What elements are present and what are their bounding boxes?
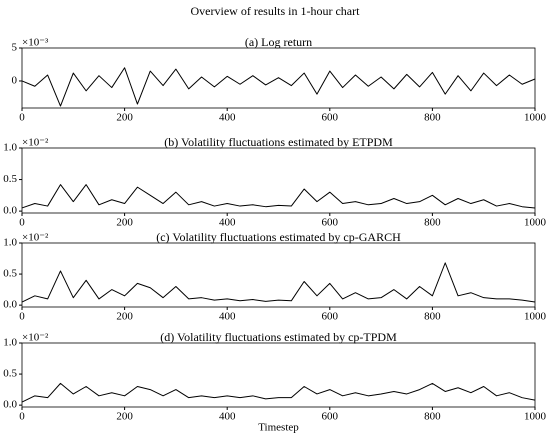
axes-frame [21, 342, 536, 408]
offset-text: ×10⁻² [22, 137, 49, 149]
x-tick-label: 1000 [524, 217, 547, 229]
offset-text: ×10⁻² [22, 232, 49, 244]
x-tick-label: 200 [116, 411, 133, 423]
x-tick-label: 600 [322, 112, 339, 124]
y-tick-label: 0.0 [3, 399, 17, 411]
x-tick-label: 400 [219, 411, 236, 423]
y-tick-label: 1.0 [3, 337, 17, 349]
axes-frame [21, 147, 536, 214]
y-tick-label: 5 [12, 42, 18, 54]
x-tick-label: 200 [116, 217, 133, 229]
y-tick-label: 0.5 [3, 368, 17, 380]
x-tick-label: 600 [322, 411, 339, 423]
figure-title: Overview of results in 1-hour chart [191, 4, 361, 18]
offset-text: ×10⁻² [22, 332, 49, 344]
x-tick-label: 800 [424, 217, 441, 229]
x-tick-label: 0 [19, 112, 25, 124]
x-tick-label: 1000 [524, 411, 547, 423]
panel-title: (b) Volatility fluctuations estimated by… [164, 135, 393, 149]
y-tick-label: 1.0 [3, 142, 17, 154]
x-tick-label: 800 [424, 311, 441, 323]
data-line [21, 262, 536, 303]
x-tick-label: 0 [19, 411, 25, 423]
x-tick-label: 1000 [524, 311, 547, 323]
x-tick-label: 400 [219, 311, 236, 323]
x-axis-label: Timestep [258, 422, 299, 434]
x-tick-label: 200 [116, 311, 133, 323]
panel-title: (a) Log return [245, 35, 312, 49]
y-tick-label: 0.5 [3, 173, 17, 185]
panel-title: (c) Volatility fluctuations estimated by… [156, 230, 401, 244]
x-tick-label: 400 [219, 112, 236, 124]
panel-title: (d) Volatility fluctuations estimated by… [160, 330, 397, 344]
x-tick-label: 600 [322, 311, 339, 323]
axes-frame [21, 47, 536, 109]
x-tick-label: 400 [219, 217, 236, 229]
y-tick-label: 0.0 [3, 205, 17, 217]
y-tick-label: 0.0 [3, 299, 17, 311]
x-tick-label: 800 [424, 112, 441, 124]
data-line [21, 67, 536, 107]
x-tick-label: 1000 [524, 112, 547, 124]
x-tick-label: 600 [322, 217, 339, 229]
y-tick-label: 0 [12, 74, 18, 86]
x-tick-label: 0 [19, 311, 25, 323]
data-line [21, 382, 536, 403]
offset-text: ×10⁻³ [22, 37, 49, 49]
y-tick-label: 0.5 [3, 268, 17, 280]
y-tick-label: 1.0 [3, 237, 17, 249]
x-tick-label: 800 [424, 411, 441, 423]
data-line [21, 184, 536, 209]
x-tick-label: 0 [19, 217, 25, 229]
axes-frame [21, 242, 536, 308]
x-tick-label: 200 [116, 112, 133, 124]
